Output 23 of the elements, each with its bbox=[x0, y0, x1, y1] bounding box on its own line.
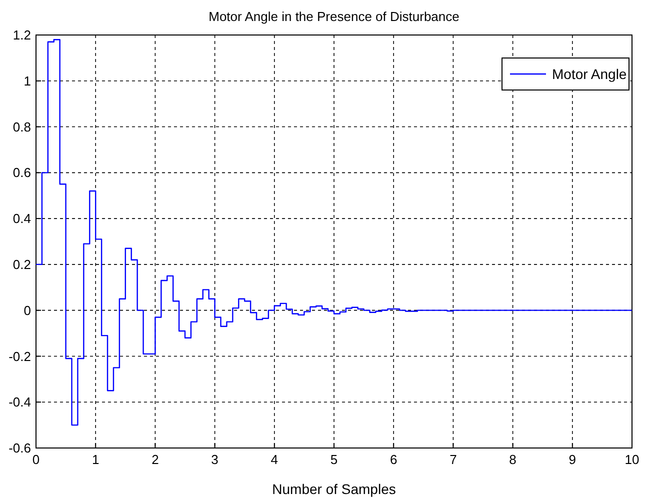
y-tick-label: 0.4 bbox=[12, 211, 31, 226]
x-tick-label: 8 bbox=[509, 452, 516, 467]
y-tick-label: 1.2 bbox=[12, 28, 31, 43]
x-axis-title: Number of Samples bbox=[272, 481, 396, 497]
y-tick-label: -0.4 bbox=[8, 394, 31, 410]
x-tick-label: 6 bbox=[390, 452, 398, 467]
x-tick-label: 3 bbox=[211, 452, 218, 467]
legend-label: Motor Angle bbox=[552, 66, 627, 82]
y-tick-label: 0.2 bbox=[12, 256, 31, 272]
x-tick-label: 2 bbox=[152, 452, 159, 467]
y-tick-label: 0 bbox=[24, 302, 31, 318]
x-tick-label: 5 bbox=[330, 452, 338, 467]
x-tick-label: 4 bbox=[270, 452, 278, 467]
y-tick-label: 0.8 bbox=[12, 119, 31, 134]
y-tick-label: -0.2 bbox=[8, 348, 31, 364]
y-tick-label: -0.6 bbox=[8, 440, 31, 456]
y-tick-label: 0.6 bbox=[12, 165, 31, 180]
y-tick-label: 1 bbox=[24, 73, 31, 88]
x-tick-label: 9 bbox=[568, 452, 576, 467]
chart-title: Motor Angle in the Presence of Disturbance bbox=[208, 9, 460, 24]
x-tick-label: 7 bbox=[450, 452, 457, 467]
x-tick-label: 10 bbox=[624, 452, 640, 467]
x-tick-label: 1 bbox=[92, 452, 100, 467]
